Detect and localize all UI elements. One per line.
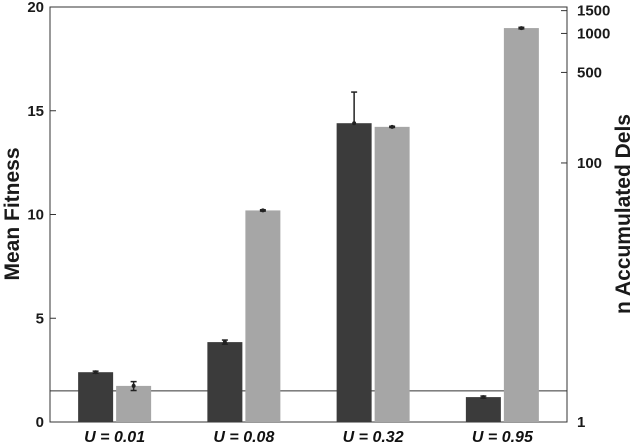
mean-marker: [481, 395, 486, 400]
bar-series2: [503, 28, 539, 422]
x-category-label: U = 0.32: [343, 429, 404, 445]
left-axis-title: Mean Fitness: [1, 147, 24, 280]
bar-series2: [245, 210, 281, 422]
x-category-label: U = 0.95: [472, 429, 534, 445]
left-axis-tick-label: 0: [36, 414, 44, 431]
bar-series2: [116, 385, 152, 422]
mean-marker: [222, 340, 227, 345]
bar-series1: [336, 123, 372, 422]
right-axis-title: n Accumulated Dels: [612, 114, 635, 314]
plot-frame: [49, 6, 568, 423]
left-axis-tick-label: 20: [27, 0, 44, 16]
mean-marker: [131, 383, 136, 388]
mean-marker: [93, 370, 98, 375]
right-axis-tick-label: 1000: [577, 25, 610, 42]
right-axis-tick-label: 1500: [577, 3, 610, 20]
mean-marker: [352, 121, 357, 126]
right-axis-tick-label: 1: [577, 414, 585, 431]
bar-series1: [465, 397, 501, 422]
mean-marker: [390, 124, 395, 129]
plot-area: 0 5 10 15 20 1 100 500 1000 1500 U = 0.01 U = 0.08 U…: [27, 0, 610, 445]
bar-series1: [78, 372, 114, 422]
bar-series1: [207, 342, 243, 422]
left-axis-tick-label: 5: [36, 310, 44, 327]
left-axis-tick-label: 10: [27, 207, 44, 224]
right-axis-tick-label: 500: [577, 64, 602, 81]
x-category-label: U = 0.08: [213, 429, 274, 445]
right-axis-tick-label: 100: [577, 155, 602, 172]
bar-series2: [374, 126, 410, 423]
x-category-label: U = 0.01: [84, 429, 145, 445]
left-axis-tick-label: 15: [27, 103, 44, 120]
mean-marker: [260, 208, 265, 213]
mean-marker: [519, 26, 524, 31]
